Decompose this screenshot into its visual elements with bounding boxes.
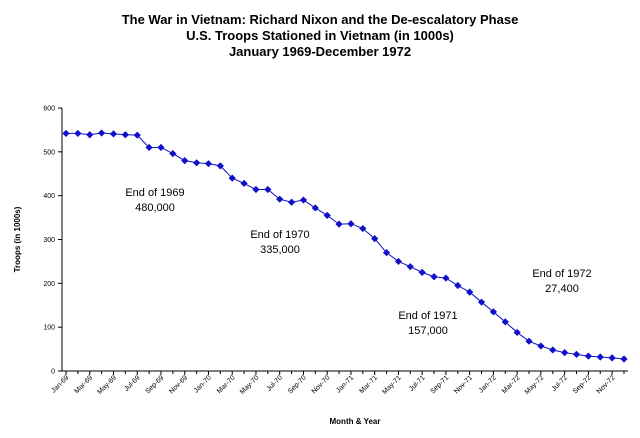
annotation-value: 480,000 (135, 202, 175, 214)
data-point (323, 211, 331, 219)
data-point (477, 298, 486, 306)
x-tick-label: Mar-69 (74, 374, 95, 395)
data-point (596, 353, 604, 361)
annotation-label: End of 1972 (532, 268, 591, 280)
data-point (466, 288, 474, 296)
x-tick-label: Jul-72 (551, 374, 570, 393)
annotation-value: 157,000 (408, 325, 448, 337)
data-point (513, 328, 521, 337)
data-point (335, 220, 343, 228)
data-point (584, 352, 592, 360)
data-point (430, 273, 438, 281)
data-point (442, 274, 450, 282)
data-point (169, 149, 177, 158)
y-tick-label: 0 (51, 369, 55, 376)
x-tick-label: Nov-70 (311, 374, 332, 395)
data-point (62, 129, 70, 138)
x-tick-label: Nov-71 (453, 374, 474, 395)
x-tick-label: Sep-69 (144, 374, 165, 395)
x-tick-label: May-72 (524, 374, 546, 396)
x-tick-label: Sep-70 (287, 374, 308, 395)
data-point (347, 220, 355, 228)
data-point (572, 350, 581, 358)
x-tick-label: May-69 (96, 374, 118, 396)
x-tick-label: Mar-71 (358, 374, 379, 395)
data-point (133, 131, 141, 139)
x-tick-label: Jan-70 (193, 374, 213, 394)
y-tick-label: 500 (43, 149, 55, 156)
data-point (549, 346, 557, 354)
data-point (192, 159, 201, 167)
annotation-value: 335,000 (260, 244, 300, 256)
data-point (608, 354, 616, 362)
data-point (561, 348, 569, 357)
data-point (311, 204, 319, 212)
annotation-value: 27,400 (545, 283, 579, 295)
data-point (121, 131, 129, 139)
data-point (157, 143, 165, 152)
data-point (109, 130, 118, 138)
data-point (204, 160, 213, 168)
data-point (394, 257, 403, 266)
data-point (74, 129, 82, 138)
x-tick-label: Mar-72 (501, 374, 522, 395)
chart-title-block: The War in Vietnam: Richard Nixon and th… (0, 12, 640, 60)
data-point (216, 162, 224, 170)
x-tick-label: Jul-70 (266, 374, 285, 393)
data-point (252, 185, 260, 194)
data-point (98, 129, 106, 137)
data-point (454, 281, 462, 290)
annotation-label: End of 1969 (125, 187, 184, 199)
annotation-label: End of 1971 (398, 310, 457, 322)
x-tick-label: Jul-71 (408, 374, 427, 393)
data-point (537, 342, 545, 350)
data-point (228, 174, 236, 182)
y-tick-label: 300 (43, 237, 55, 244)
chart-title: The War in Vietnam: Richard Nixon and th… (121, 12, 519, 27)
data-point (145, 143, 153, 152)
x-tick-label: Jan-71 (335, 374, 355, 394)
x-tick-label: Sep-72 (572, 374, 593, 395)
y-axis-title: Troops (in 1000s) (13, 206, 22, 272)
x-tick-label: Mar-70 (216, 374, 237, 395)
x-tick-label: Jul-69 (123, 374, 142, 393)
x-tick-label: Jan-69 (50, 374, 70, 394)
data-point (181, 157, 189, 165)
y-tick-label: 100 (43, 325, 55, 332)
x-tick-label: Sep-71 (429, 374, 450, 395)
chart-date-range: January 1969-December 1972 (228, 44, 412, 59)
data-point (359, 224, 367, 233)
x-tick-label: Nov-69 (168, 374, 189, 395)
data-point (525, 337, 533, 345)
data-point (240, 179, 248, 187)
data-point (501, 318, 509, 326)
chart-subtitle: U.S. Troops Stationed in Vietnam (in 100… (186, 28, 454, 43)
data-point (264, 185, 272, 194)
y-tick-label: 400 (43, 193, 55, 200)
data-point (299, 196, 308, 204)
data-point (620, 355, 628, 363)
series-line (66, 132, 625, 360)
x-tick-label: May-70 (239, 374, 261, 396)
data-point (489, 308, 498, 316)
data-point (418, 268, 426, 276)
x-tick-label: Nov-72 (596, 374, 617, 395)
annotation-label: End of 1970 (250, 229, 309, 241)
data-point (406, 263, 414, 271)
x-axis-title: Month & Year (330, 417, 381, 426)
x-tick-label: May-71 (381, 374, 403, 396)
data-point (86, 131, 94, 139)
x-tick-label: Jan-72 (478, 374, 498, 394)
data-point (276, 195, 284, 203)
y-tick-label: 600 (43, 106, 55, 113)
data-point (382, 249, 391, 257)
y-tick-label: 200 (43, 281, 55, 288)
data-point (371, 235, 379, 243)
data-point (287, 198, 296, 206)
